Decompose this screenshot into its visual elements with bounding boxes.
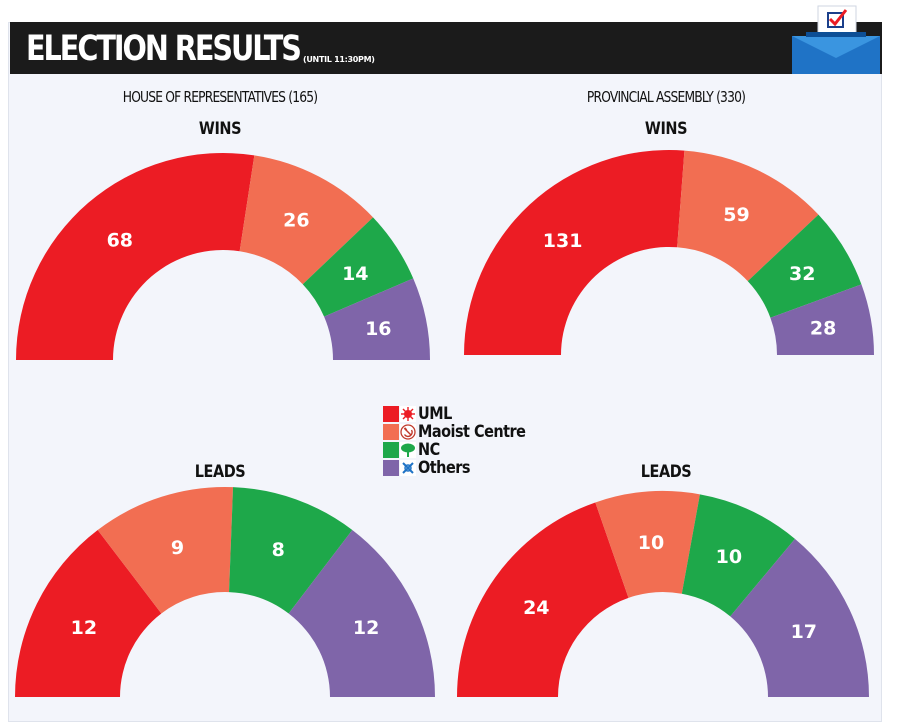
legend-swatch: [383, 406, 399, 422]
chart-1-segment-uml: [16, 153, 255, 360]
others-icon: [400, 460, 416, 476]
page-title: ELECTION RESULTS: [26, 29, 302, 69]
chart-3-segment-maoist-centre: [97, 486, 234, 614]
chart-1-value-label: 26: [283, 210, 309, 232]
party-legend: UML Maoist Centre NC Others: [383, 404, 563, 478]
chart-1-segment-maoist-centre: [239, 155, 374, 285]
chart-3-segment-uml: [15, 529, 162, 697]
legend-swatch: [383, 424, 399, 440]
chart-2-value-label: 131: [543, 230, 583, 252]
tree-icon: [400, 442, 416, 458]
chart-1-value-label: 68: [107, 230, 133, 252]
legend-item-maoist-centre: Maoist Centre: [383, 422, 563, 442]
legend-swatch: [383, 442, 399, 458]
chart-3-segment-others: [288, 529, 435, 697]
legend-item-uml: UML: [383, 404, 563, 424]
chart-4-value-label: 17: [791, 621, 817, 643]
header-bar: [10, 22, 882, 74]
chart-4-value-label: 10: [638, 532, 664, 554]
chart-2-segment-maoist-centre: [677, 150, 819, 282]
legend-label-nc: NC: [418, 440, 440, 460]
chart-4-value-label: 24: [523, 597, 549, 619]
page-subtitle: (UNTIL 11:30PM): [303, 55, 375, 64]
chart-3-value-label: 9: [171, 537, 184, 559]
chart-2-value-label: 59: [723, 204, 749, 226]
legend-label-others: Others: [418, 458, 470, 478]
legend-swatch: [383, 460, 399, 476]
wins-heading-representatives: WINS: [198, 119, 242, 139]
leads-heading-provincial: LEADS: [640, 462, 692, 482]
wins-heading-provincial: WINS: [644, 119, 688, 139]
chart-1-value-label: 14: [342, 263, 368, 285]
chart-4-value-label: 10: [716, 546, 742, 568]
chart-3-segment-nc: [229, 487, 353, 614]
chart-1-segment-others: [324, 278, 430, 360]
house-name-provincial: PROVINCIAL ASSEMBLY (330): [586, 88, 746, 106]
legend-label-uml: UML: [418, 404, 452, 424]
leads-heading-representatives: LEADS: [194, 462, 246, 482]
chart-3-value-label: 12: [71, 617, 97, 639]
house-name-representatives: HOUSE OF REPRESENTATIVES (165): [122, 88, 318, 106]
hammer-sickle-icon: [400, 424, 416, 440]
chart-1-value-label: 16: [365, 318, 391, 340]
chart-4-segment-nc: [681, 494, 795, 617]
chart-2-segment-nc: [747, 214, 862, 318]
chart-3-value-label: 8: [272, 539, 285, 561]
chart-2-segment-uml: [464, 149, 685, 355]
chart-4-segment-maoist-centre: [595, 491, 700, 598]
legend-item-others: Others: [383, 458, 563, 478]
legend-item-nc: NC: [383, 440, 563, 460]
legend-label-maoist-centre: Maoist Centre: [418, 422, 526, 442]
sun-icon: [400, 406, 416, 422]
chart-1-segment-nc: [302, 217, 414, 317]
chart-4-segment-uml: [457, 502, 629, 697]
chart-4-segment-others: [730, 538, 869, 697]
chart-3-value-label: 12: [353, 617, 379, 639]
ballot-box-icon: [792, 5, 880, 74]
chart-2-segment-others: [770, 284, 874, 355]
chart-2-value-label: 28: [810, 318, 836, 340]
chart-2-value-label: 32: [789, 263, 815, 285]
